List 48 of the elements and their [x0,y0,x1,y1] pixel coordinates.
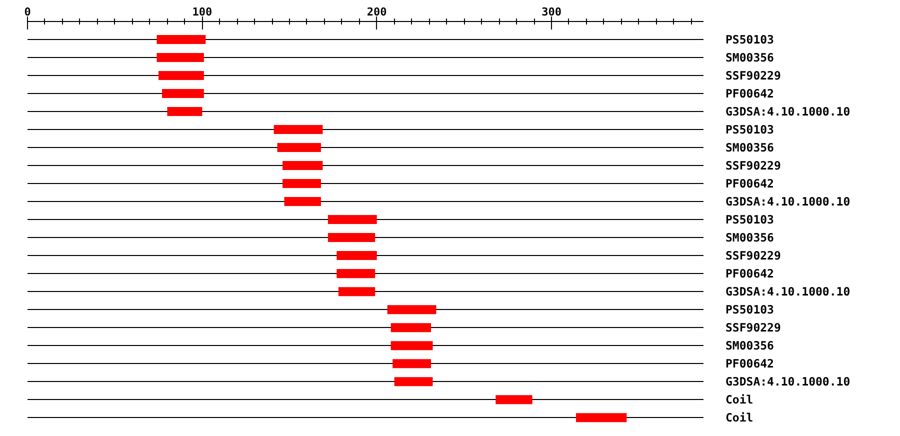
y-tick-label: G3DSA:4.10.1000.10 [726,284,850,299]
bar [336,251,377,260]
y-tick-label: Coil [726,410,754,425]
y-tick-label: PF00642 [726,356,774,371]
bar [167,107,202,116]
bar [277,143,321,152]
bar [284,197,321,206]
bar [338,287,376,296]
y-tick-label: PF00642 [726,266,774,281]
y-tick-label: G3DSA:4.10.1000.10 [726,374,850,389]
bar [390,341,433,350]
bar [156,35,206,44]
y-tick-label: G3DSA:4.10.1000.10 [726,194,850,209]
bar [392,359,432,368]
y-tick-label: SSF90229 [726,68,781,83]
bar [496,395,532,404]
y-tick-label: PF00642 [726,86,774,101]
bar [328,215,377,224]
bar [336,269,376,278]
y-tick-label: PF00642 [726,176,774,191]
y-tick-label: PS50103 [726,302,774,317]
y-tick-label: SM00356 [726,140,774,155]
y-tick-label: SM00356 [726,50,774,65]
bar [387,305,436,314]
y-tick-label: PS50103 [726,212,774,227]
y-tick-label: SSF90229 [726,320,781,335]
y-tick-label: Coil [726,392,754,407]
bar [158,71,204,80]
bar [156,53,204,62]
y-tick-label: SM00356 [726,230,774,245]
y-tick-label: PS50103 [726,122,774,137]
bar [162,89,204,98]
x-tick-label: 0 [24,6,31,18]
bar [576,413,627,422]
bar [390,323,432,332]
x-tick-label: 100 [192,6,212,18]
y-tick-label: SM00356 [726,338,774,353]
y-tick-label: G3DSA:4.10.1000.10 [726,104,850,119]
bar [328,233,376,242]
y-tick-label: SSF90229 [726,248,781,263]
bar [274,125,323,134]
x-tick-label: 300 [542,6,562,18]
bar [394,377,433,386]
bar [282,179,321,188]
y-tick-label: PS50103 [726,32,774,47]
y-tick-label: SSF90229 [726,158,781,173]
x-tick-label: 200 [366,6,387,18]
bar [282,161,323,170]
